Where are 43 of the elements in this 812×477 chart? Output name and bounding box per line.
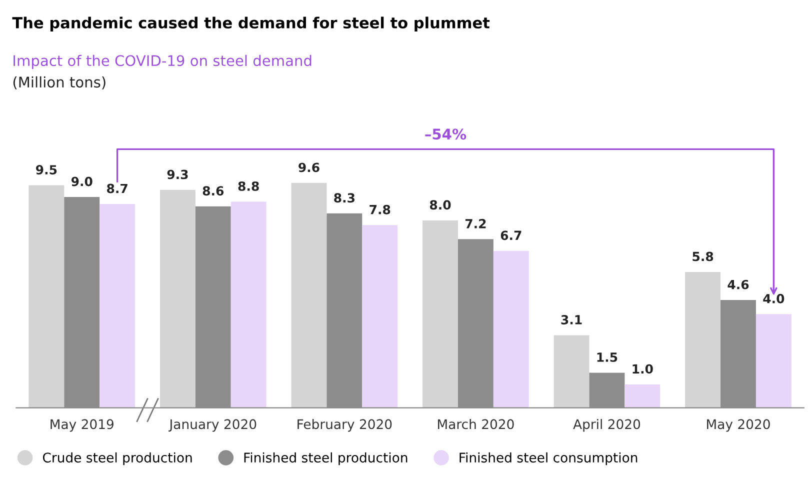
data-label: 5.8 <box>692 252 714 262</box>
data-label: 7.2 <box>465 218 486 228</box>
bar <box>28 185 64 408</box>
data-label: 1.0 <box>632 364 653 374</box>
data-label: 7.8 <box>370 204 390 214</box>
data-label: 4.0 <box>763 294 784 304</box>
x-tick-label: February 2020 <box>298 418 392 432</box>
legend-label: Crude steel production <box>42 452 192 466</box>
data-label: 9.3 <box>167 170 188 180</box>
bar <box>422 220 458 408</box>
x-tick-label: April 2020 <box>573 418 640 432</box>
data-label: 9.6 <box>298 162 320 172</box>
bar <box>362 225 398 408</box>
data-label: 4.6 <box>728 280 749 290</box>
bar <box>493 250 529 408</box>
bar <box>624 384 660 408</box>
data-label: 8.0 <box>430 200 451 210</box>
chart-subtitle: Impact of the COVID-19 on steel demand <box>14 54 312 69</box>
x-tick-label: May 2019 <box>50 419 114 432</box>
data-label: 3.1 <box>561 314 582 324</box>
data-label: 8.8 <box>238 181 259 191</box>
data-label: 8.6 <box>202 186 224 196</box>
chart-title: The pandemic caused the demand for steel to plummet <box>12 16 490 32</box>
x-tick-label: January 2020 <box>168 419 256 432</box>
bar <box>685 272 721 408</box>
x-tick-label: May 2020 <box>707 419 770 432</box>
text: (Million tons) <box>13 76 106 90</box>
data-label: 9.0 <box>71 176 92 186</box>
bar <box>230 202 266 408</box>
text: –54% <box>425 128 466 140</box>
data-label: 9.5 <box>36 165 57 174</box>
data-label: 8.3 <box>334 193 354 203</box>
x-tick-label: March 2020 <box>438 418 514 430</box>
data-label: 1.5 <box>597 352 618 362</box>
data-label: 6.7 <box>500 230 522 240</box>
bar <box>160 190 196 408</box>
bar <box>100 204 136 408</box>
bar <box>291 182 327 408</box>
bar <box>554 335 590 408</box>
legend-label: Finished steel consumption <box>460 452 638 466</box>
legend-label: Finished steel production <box>244 452 408 466</box>
data-label: 8.7 <box>107 184 128 194</box>
bar <box>756 314 792 408</box>
